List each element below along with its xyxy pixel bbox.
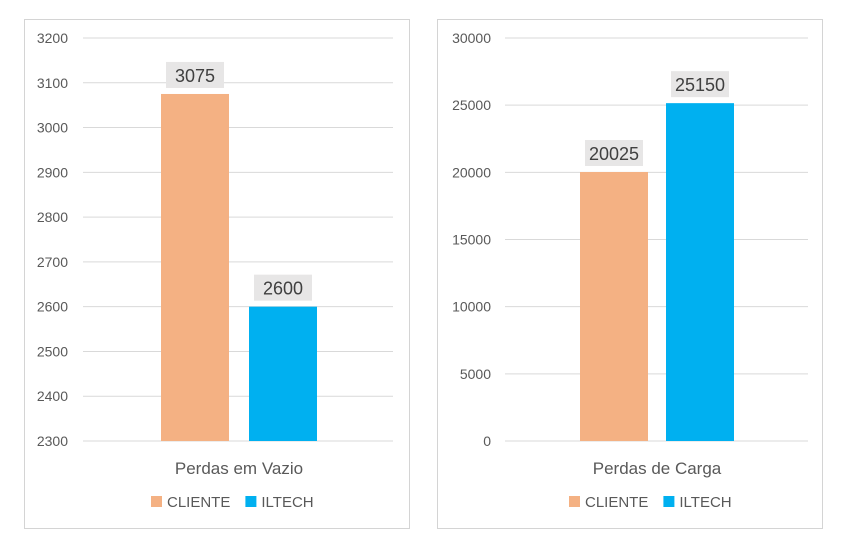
legend-swatch-cliente	[569, 496, 580, 507]
data-label-box	[671, 71, 729, 98]
y-tick-label: 2700	[37, 254, 68, 270]
legend-swatch-cliente	[151, 496, 162, 507]
bar-cliente	[161, 93, 229, 441]
y-tick-label: 20000	[452, 164, 491, 180]
data-label-box	[166, 61, 224, 88]
y-tick-label: 2400	[37, 388, 68, 404]
legend-swatch-iltech	[663, 496, 675, 507]
y-tick-label: 30000	[452, 30, 491, 46]
category-label: Perdas em Vazio	[175, 459, 303, 478]
data-label-cliente: 3075	[175, 66, 215, 86]
bar-iltech	[249, 306, 317, 441]
data-label-box	[254, 274, 312, 301]
y-tick-label: 0	[483, 433, 491, 449]
y-tick-label: 2500	[37, 343, 68, 359]
y-tick-label: 2600	[37, 299, 68, 315]
category-label: Perdas de Carga	[593, 459, 722, 478]
y-tick-label: 3000	[37, 120, 68, 136]
data-label-cliente: 20025	[589, 144, 639, 164]
bar-iltech	[666, 103, 734, 441]
y-tick-label: 2300	[37, 433, 68, 449]
y-tick-label: 15000	[452, 232, 491, 248]
y-tick-label: 5000	[460, 366, 491, 382]
chart-perdas-em-vazio: 2300 2400 2500 2600 2700 2800 2900 3000 3100 3200…	[37, 30, 393, 511]
legend-label-iltech: ILTECH	[261, 494, 313, 511]
y-tick-label: 3100	[37, 75, 68, 91]
chart-panel-perdas-de-carga: 0 5000 10000 15000 20000 25000 30000 20025 25150…	[437, 19, 823, 529]
data-label-box	[585, 139, 643, 166]
y-tick-label: 3200	[37, 30, 68, 46]
y-tick-label: 10000	[452, 299, 491, 315]
data-label-iltech: 2600	[263, 279, 303, 299]
legend-label-cliente: CLIENTE	[585, 494, 648, 511]
y-tick-label: 2900	[37, 164, 68, 180]
data-label-iltech: 25150	[675, 75, 725, 95]
chart-panel-perdas-em-vazio: 2300 2400 2500 2600 2700 2800 2900 3000 3100 3200…	[24, 19, 410, 529]
legend-label-cliente: CLIENTE	[167, 494, 230, 511]
y-tick-label: 25000	[452, 97, 491, 113]
bar-cliente	[580, 171, 648, 441]
legend-label-iltech: ILTECH	[679, 494, 731, 511]
chart-perdas-de-carga: 0 5000 10000 15000 20000 25000 30000 20025 25150…	[452, 30, 808, 511]
y-tick-label: 2800	[37, 209, 68, 225]
legend-swatch-iltech	[245, 496, 257, 507]
